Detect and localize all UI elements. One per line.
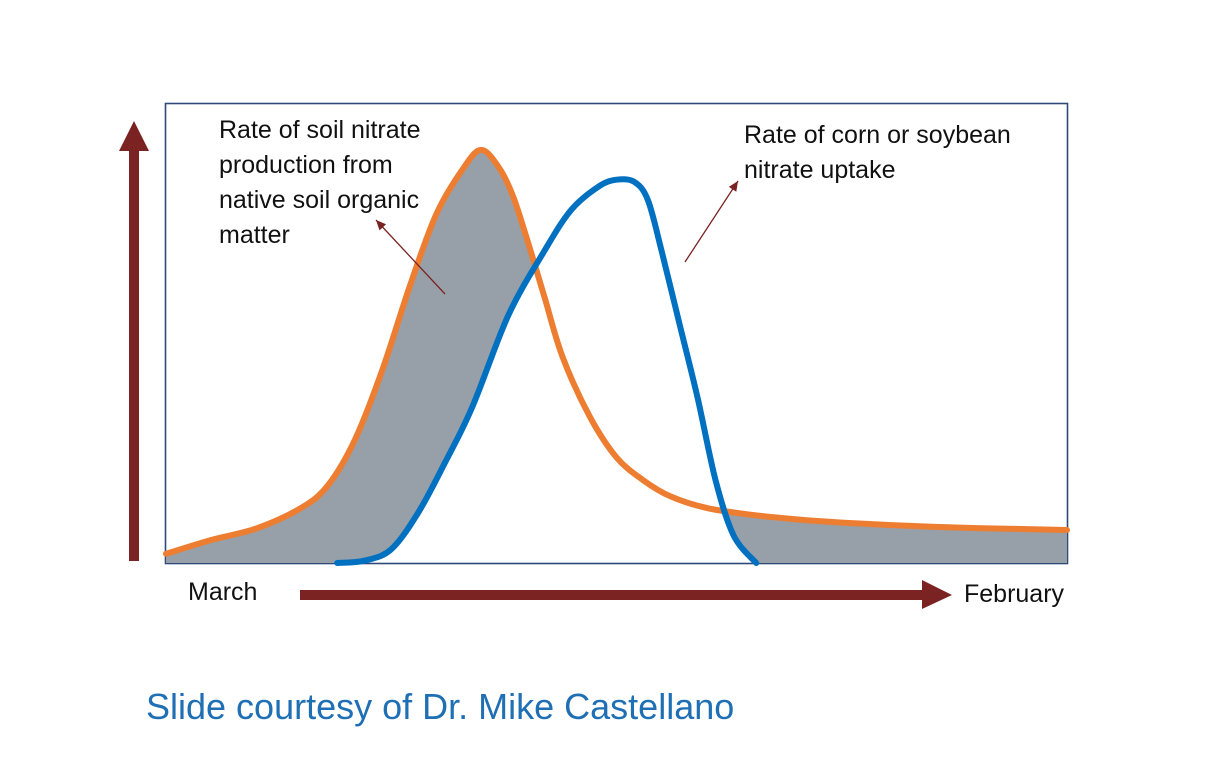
plot-frame (164, 102, 1069, 565)
soil-nitrate-pointer-head (376, 220, 387, 231)
soil-nitrate-annotation: Rate of soil nitrate production from nat… (219, 113, 421, 253)
crop-uptake-pointer-line (684, 180, 739, 263)
soil-nitrate-label-line: Rate of soil nitrate (219, 116, 421, 144)
soil-nitrate-pointer-line (375, 219, 446, 295)
x-end-label: February (964, 580, 1065, 608)
soil-nitrate-label-line: production from (219, 151, 393, 179)
crop-uptake-label-line: Rate of corn or soybean (744, 121, 1011, 149)
soil-nitrate-production-line (163, 146, 1070, 557)
y-axis-arrow-head (119, 121, 149, 151)
crop-uptake-annotation: Rate of corn or soybean nitrate uptake (744, 118, 1011, 188)
time-arrow-head (922, 580, 952, 609)
time-arrow-shaft (300, 590, 926, 600)
series-layer (163, 146, 1070, 566)
crop-uptake-pointer-head (728, 181, 738, 192)
slide-credit: Slide courtesy of Dr. Mike Castellano (146, 686, 735, 727)
soil-nitrate-label-line: matter (219, 221, 290, 249)
shaded-surplus-area (166, 149, 1067, 563)
y-axis-arrow-shaft (129, 148, 139, 561)
soil-nitrate-label-line: native soil organic (219, 186, 420, 214)
crop-uptake-label-line: nitrate uptake (744, 156, 896, 184)
crop-nitrate-uptake-line (334, 176, 760, 566)
x-start-label: March (188, 578, 258, 606)
arrow-layer (119, 121, 952, 609)
